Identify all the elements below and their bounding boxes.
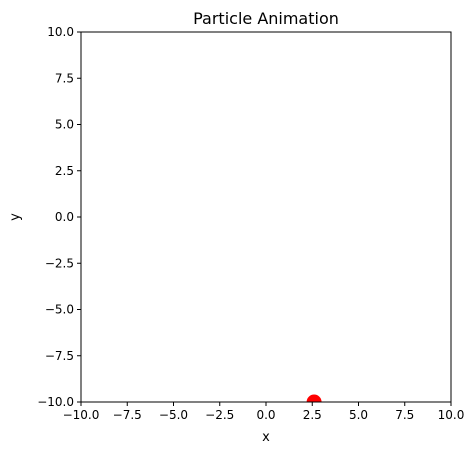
y-tick-label: 0.0 — [55, 210, 74, 224]
x-tick-label: −10.0 — [63, 408, 100, 422]
y-tick-label: 2.5 — [55, 164, 74, 178]
y-axis: −10.0 −7.5 −5.0 −2.5 0.0 2.5 5.0 7.5 10.0 — [37, 25, 81, 409]
x-tick-label: 5.0 — [349, 408, 368, 422]
x-tick-label: −5.0 — [159, 408, 188, 422]
chart-title: Particle Animation — [193, 9, 339, 28]
y-tick-label: −5.0 — [45, 303, 74, 317]
data-points — [306, 394, 322, 402]
particle-point — [306, 394, 322, 402]
y-tick-label: 10.0 — [47, 25, 74, 39]
x-tick-label: 7.5 — [395, 408, 414, 422]
x-tick-label: −7.5 — [113, 408, 142, 422]
x-tick-label: 2.5 — [303, 408, 322, 422]
y-tick-label: 5.0 — [55, 118, 74, 132]
x-axis: −10.0 −7.5 −5.0 −2.5 0.0 2.5 5.0 7.5 10.0 — [63, 402, 465, 422]
x-tick-label: −2.5 — [205, 408, 234, 422]
y-tick-label: −2.5 — [45, 256, 74, 270]
y-tick-label: 7.5 — [55, 71, 74, 85]
plot-area — [306, 394, 322, 402]
y-axis-label: y — [8, 213, 23, 221]
x-tick-label: 0.0 — [256, 408, 275, 422]
x-axis-label: x — [262, 430, 270, 445]
plot-frame — [80, 31, 452, 403]
y-tick-label: −10.0 — [37, 395, 74, 409]
x-tick-label: 10.0 — [438, 408, 465, 422]
y-tick-label: −7.5 — [45, 349, 74, 363]
